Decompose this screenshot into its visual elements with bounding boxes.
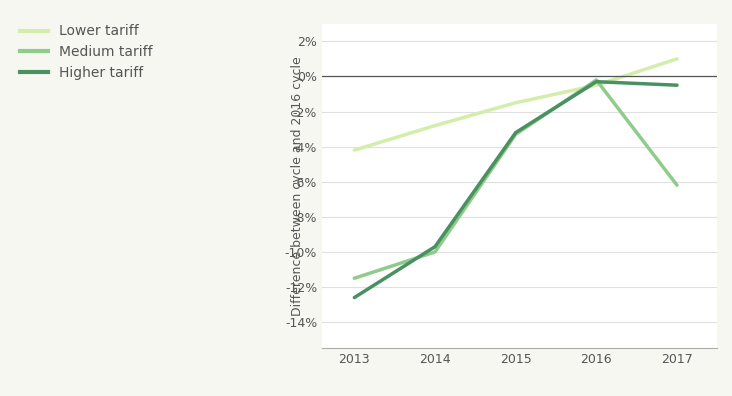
Legend: Lower tariff, Medium tariff, Higher tariff: Lower tariff, Medium tariff, Higher tari… [14,19,158,86]
Text: Difference between cycle and 2016 cycle: Difference between cycle and 2016 cycle [291,56,304,316]
